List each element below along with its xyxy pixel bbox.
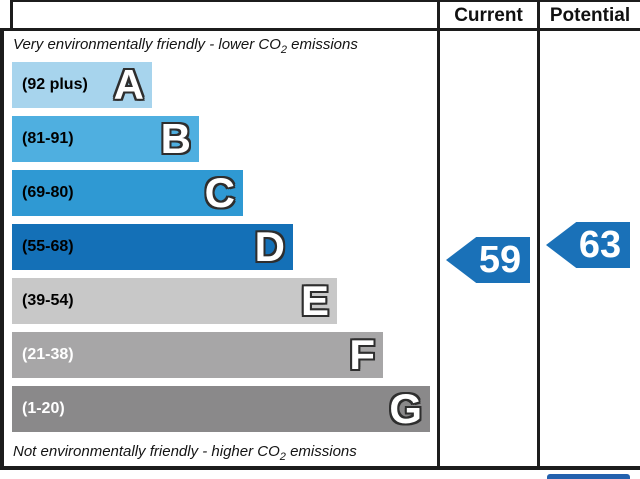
band-b: (81-91) B bbox=[12, 116, 199, 162]
band-f: (21-38) F bbox=[12, 332, 383, 378]
potential-column-header: Potential bbox=[549, 4, 631, 26]
current-rating-value: 59 bbox=[478, 239, 522, 281]
band-letter: E bbox=[300, 277, 329, 324]
band-range-label: (1-20) bbox=[22, 400, 65, 417]
top-caption-subscript: 2 bbox=[280, 44, 287, 56]
current-column-header: Current bbox=[454, 4, 523, 26]
current-column-border bbox=[437, 0, 440, 470]
current-rating-arrow: 59 bbox=[446, 237, 530, 283]
bottom-caption: Not environmentally friendly - higher CO… bbox=[13, 443, 357, 463]
band-range-label: (21-38) bbox=[22, 346, 74, 363]
band-letter: B bbox=[160, 115, 191, 162]
header-left-border bbox=[10, 0, 13, 31]
band-letter: F bbox=[349, 331, 375, 378]
band-range-label: (92 plus) bbox=[22, 76, 88, 93]
table-top-border bbox=[10, 0, 640, 2]
bottom-caption-text: Not environmentally friendly - higher CO bbox=[13, 443, 280, 460]
bottom-caption-subscript: 2 bbox=[279, 451, 286, 463]
band-letter: C bbox=[204, 169, 235, 216]
partial-blue-box bbox=[547, 474, 630, 479]
band-g: (1-20) G bbox=[12, 386, 430, 432]
potential-rating-arrow: 63 bbox=[546, 222, 630, 268]
potential-column-border bbox=[537, 0, 540, 470]
header-divider-border bbox=[0, 28, 640, 31]
table-bottom-border bbox=[0, 466, 640, 470]
table-left-border bbox=[0, 29, 4, 470]
band-a: (92 plus) A bbox=[12, 62, 152, 108]
potential-rating-value: 63 bbox=[578, 224, 622, 266]
band-c: (69-80) C bbox=[12, 170, 243, 216]
top-caption-text: Very environmentally friendly - lower CO bbox=[13, 36, 281, 53]
top-caption-suffix: emissions bbox=[287, 36, 358, 53]
band-range-label: (55-68) bbox=[22, 238, 74, 255]
band-letter: G bbox=[389, 385, 422, 432]
band-range-label: (39-54) bbox=[22, 292, 74, 309]
top-caption: Very environmentally friendly - lower CO… bbox=[13, 36, 358, 56]
band-range-label: (69-80) bbox=[22, 184, 74, 201]
band-letter: D bbox=[254, 223, 285, 270]
band-letter: A bbox=[113, 61, 144, 108]
band-range-label: (81-91) bbox=[22, 130, 74, 147]
band-e: (39-54) E bbox=[12, 278, 337, 324]
band-d: (55-68) D bbox=[12, 224, 293, 270]
bottom-caption-suffix: emissions bbox=[285, 443, 357, 460]
